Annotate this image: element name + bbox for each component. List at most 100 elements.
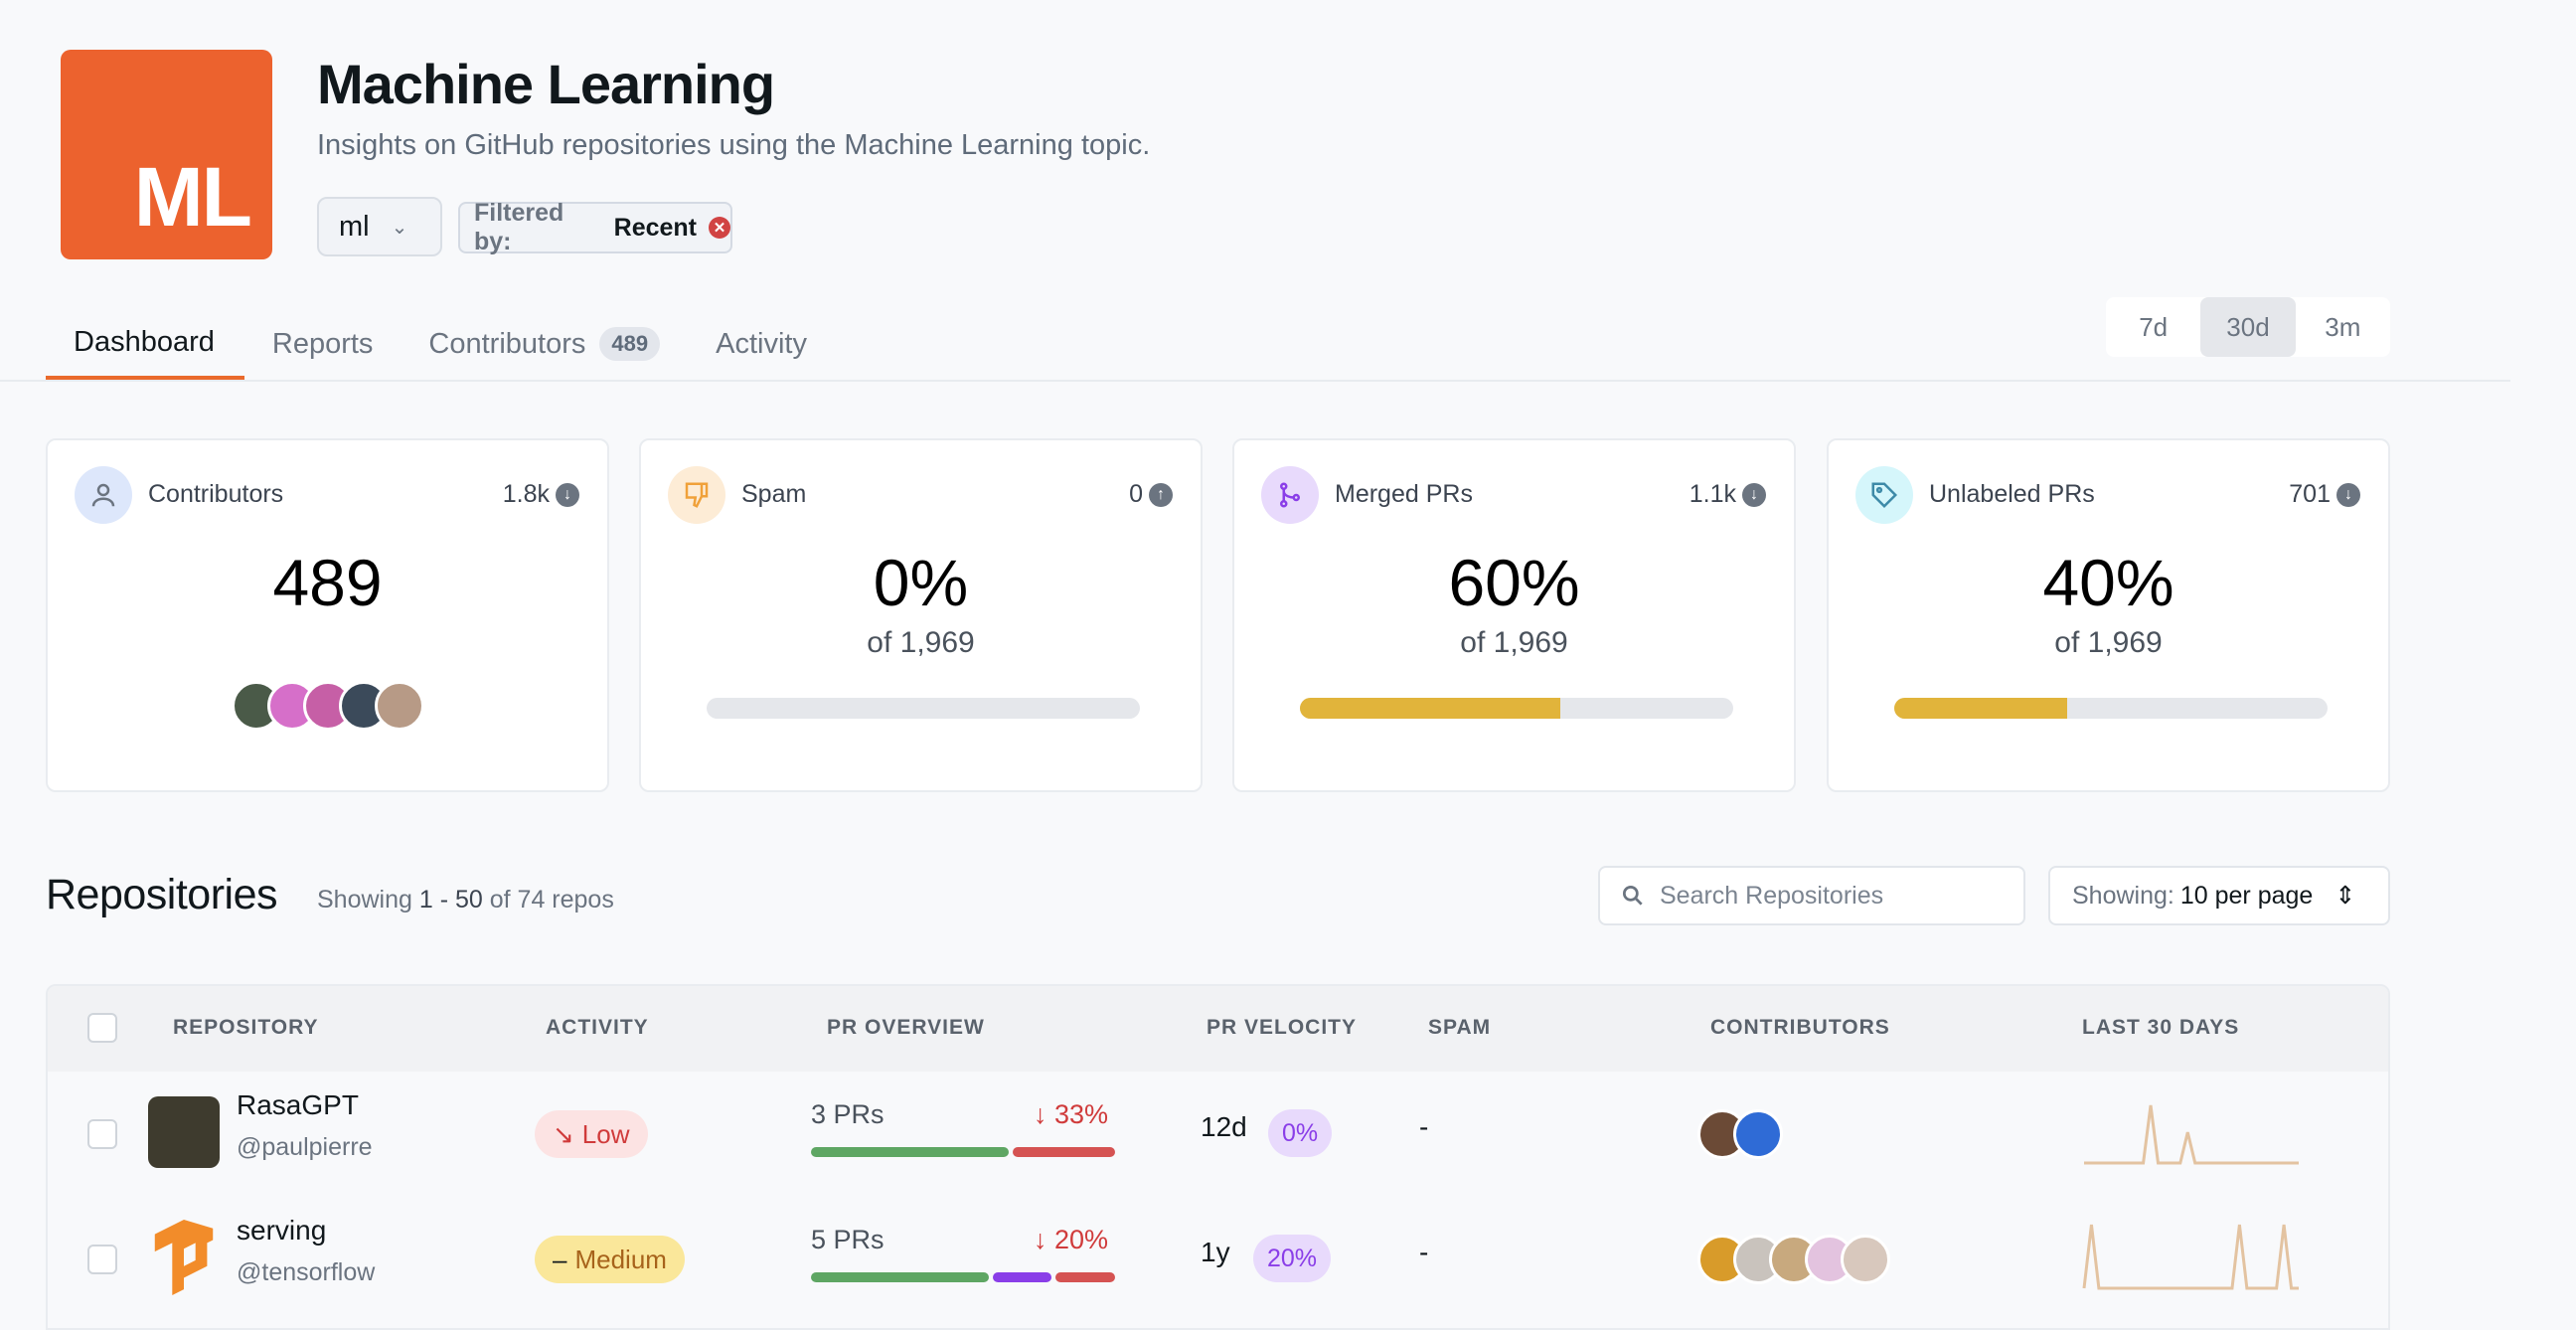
thumbs-down-icon [668, 466, 725, 524]
velocity-percent: 0% [1268, 1109, 1333, 1157]
header-contributors[interactable]: CONTRIBUTORS [1710, 1016, 1890, 1039]
header-spam[interactable]: SPAM [1428, 1016, 1492, 1039]
pr-count: 5 PRs [811, 1225, 885, 1254]
showing-total: of 74 repos [489, 886, 614, 914]
progress-fill [1894, 698, 2068, 719]
card-value: 0% [873, 546, 969, 619]
card-total: of 1,969 [2054, 626, 2163, 659]
contributors-card: Contributors 1.8k ↓ 489 [46, 438, 609, 792]
trend-down-icon: ↘ [553, 1118, 574, 1149]
card-label: Contributors [148, 480, 284, 508]
bot-avatar[interactable] [1733, 1109, 1783, 1159]
repositories-table: REPOSITORY ACTIVITY PR OVERVIEW PR VELOC… [46, 984, 2390, 1330]
tag-icon [1855, 466, 1913, 524]
card-delta: 1.8k ↓ [503, 480, 579, 509]
repo-owner[interactable]: @paulpierre [237, 1133, 373, 1161]
tab-label: Activity [716, 327, 807, 360]
range-7d[interactable]: 7d [2139, 311, 2169, 342]
card-total: of 1,969 [1460, 626, 1568, 659]
card-label: Unlabeled PRs [1929, 480, 2095, 508]
repo-name[interactable]: serving [237, 1215, 327, 1246]
contributor-avatars [1697, 1109, 1783, 1159]
velocity-percent: 20% [1253, 1235, 1332, 1282]
arrow-down-icon: ↓ [1742, 482, 1766, 507]
sparkline-line [2084, 1104, 2299, 1165]
card-value: 489 [272, 546, 383, 619]
tab-dashboard[interactable]: Dashboard [46, 308, 244, 380]
tab-reports[interactable]: Reports [244, 308, 402, 380]
showing-prefix: Showing [317, 886, 412, 914]
pr-count: 3 PRs [811, 1099, 885, 1129]
repo-name[interactable]: RasaGPT [237, 1089, 359, 1120]
table-row[interactable]: RasaGPT @paulpierre ↘ Low 3 PRs ↓ 33% 12d… [48, 1072, 2388, 1197]
per-page-select[interactable]: Showing: 10 per page ⇕ [2048, 866, 2390, 925]
tab-divider [0, 380, 2510, 382]
card-delta: 701 ↓ [2289, 480, 2360, 509]
row-checkbox[interactable] [87, 1119, 117, 1149]
spam-card: Spam 0 ↑ 0% of 1,969 [639, 438, 1203, 792]
range-3m[interactable]: 3m [2325, 311, 2361, 342]
tab-bar: Dashboard Reports Contributors 489 Activi… [46, 308, 835, 380]
time-range-toggle: 7d 30d 3m [2106, 297, 2390, 357]
merged-progress-bar [1300, 698, 1733, 719]
dash-icon: – [553, 1244, 567, 1274]
arrow-down-icon: ↓ [556, 482, 579, 507]
sparkline-line [2082, 1224, 2299, 1290]
contributor-avatars [1697, 1235, 1890, 1284]
header-repository[interactable]: REPOSITORY [173, 1016, 319, 1039]
row-checkbox[interactable] [87, 1245, 117, 1274]
logo-text: ML [133, 150, 252, 244]
activity-badge: ↘ Low [535, 1110, 648, 1158]
contributor-avatars [232, 681, 424, 731]
filter-value: Recent [613, 213, 698, 242]
spam-value: - [1419, 1111, 1429, 1142]
search-icon [1622, 885, 1643, 906]
pr-velocity: 1y [1201, 1237, 1230, 1267]
tab-contributors[interactable]: Contributors 489 [401, 308, 688, 380]
chevron-up-down-icon: ⇕ [2334, 882, 2356, 910]
repositories-title: Repositories [46, 871, 278, 918]
header-pr-overview[interactable]: PR OVERVIEW [827, 1016, 985, 1039]
repo-avatar [148, 1096, 220, 1168]
filter-chip: Filtered by: Recent ✕ [458, 199, 732, 255]
user-icon [75, 466, 132, 524]
tab-label: Contributors [428, 327, 586, 360]
merged-prs-card: Merged PRs 1.1k ↓ 60% of 1,969 [1232, 438, 1796, 792]
search-repositories-input[interactable]: Search Repositories [1598, 866, 2025, 925]
card-delta: 1.1k ↓ [1690, 480, 1766, 509]
page-subtitle: Insights on GitHub repositories using th… [317, 129, 1151, 161]
activity-sparkline [2084, 1104, 2299, 1165]
showing-range: 1 - 50 [418, 886, 483, 914]
unlabeled-prs-card: Unlabeled PRs 701 ↓ 40% of 1,969 [1827, 438, 2390, 792]
pr-segment [992, 1272, 1052, 1282]
tab-label: Reports [271, 327, 374, 360]
header-last-30-days[interactable]: LAST 30 DAYS [2082, 1016, 2240, 1039]
card-total: of 1,969 [867, 626, 975, 659]
avatar[interactable] [375, 681, 424, 731]
header-activity[interactable]: ACTIVITY [546, 1016, 649, 1039]
pr-segment [811, 1272, 989, 1282]
delta-value: 1.8k [502, 480, 550, 508]
header-pr-velocity[interactable]: PR VELOCITY [1207, 1016, 1358, 1039]
clear-filter-icon[interactable]: ✕ [709, 217, 730, 239]
card-value: 60% [1448, 546, 1580, 619]
workspace-select-value: ml [339, 210, 370, 243]
table-row[interactable]: serving @tensorflow – Medium 5 PRs ↓ 20% … [48, 1197, 2388, 1322]
tab-activity[interactable]: Activity [688, 308, 835, 380]
workspace-select[interactable]: ml ⌄ [317, 197, 442, 256]
per-page-value: 10 per page [2179, 881, 2314, 910]
tab-label: Dashboard [74, 325, 215, 358]
card-label: Spam [741, 480, 807, 508]
repo-owner[interactable]: @tensorflow [237, 1258, 376, 1286]
per-page-label: Showing: [2072, 881, 2174, 910]
delta-value: 701 [2289, 480, 2331, 508]
avatar[interactable] [1841, 1235, 1890, 1284]
range-30d[interactable]: 30d [2200, 297, 2296, 357]
topic-logo: ML [61, 50, 272, 259]
pr-velocity: 12d [1201, 1111, 1247, 1142]
spam-progress-bar [707, 698, 1140, 719]
card-label: Merged PRs [1335, 480, 1473, 508]
pr-segment [1013, 1147, 1115, 1157]
select-all-checkbox[interactable] [87, 1013, 117, 1043]
showing-count: Showing 1 - 50 of 74 repos [317, 886, 614, 914]
